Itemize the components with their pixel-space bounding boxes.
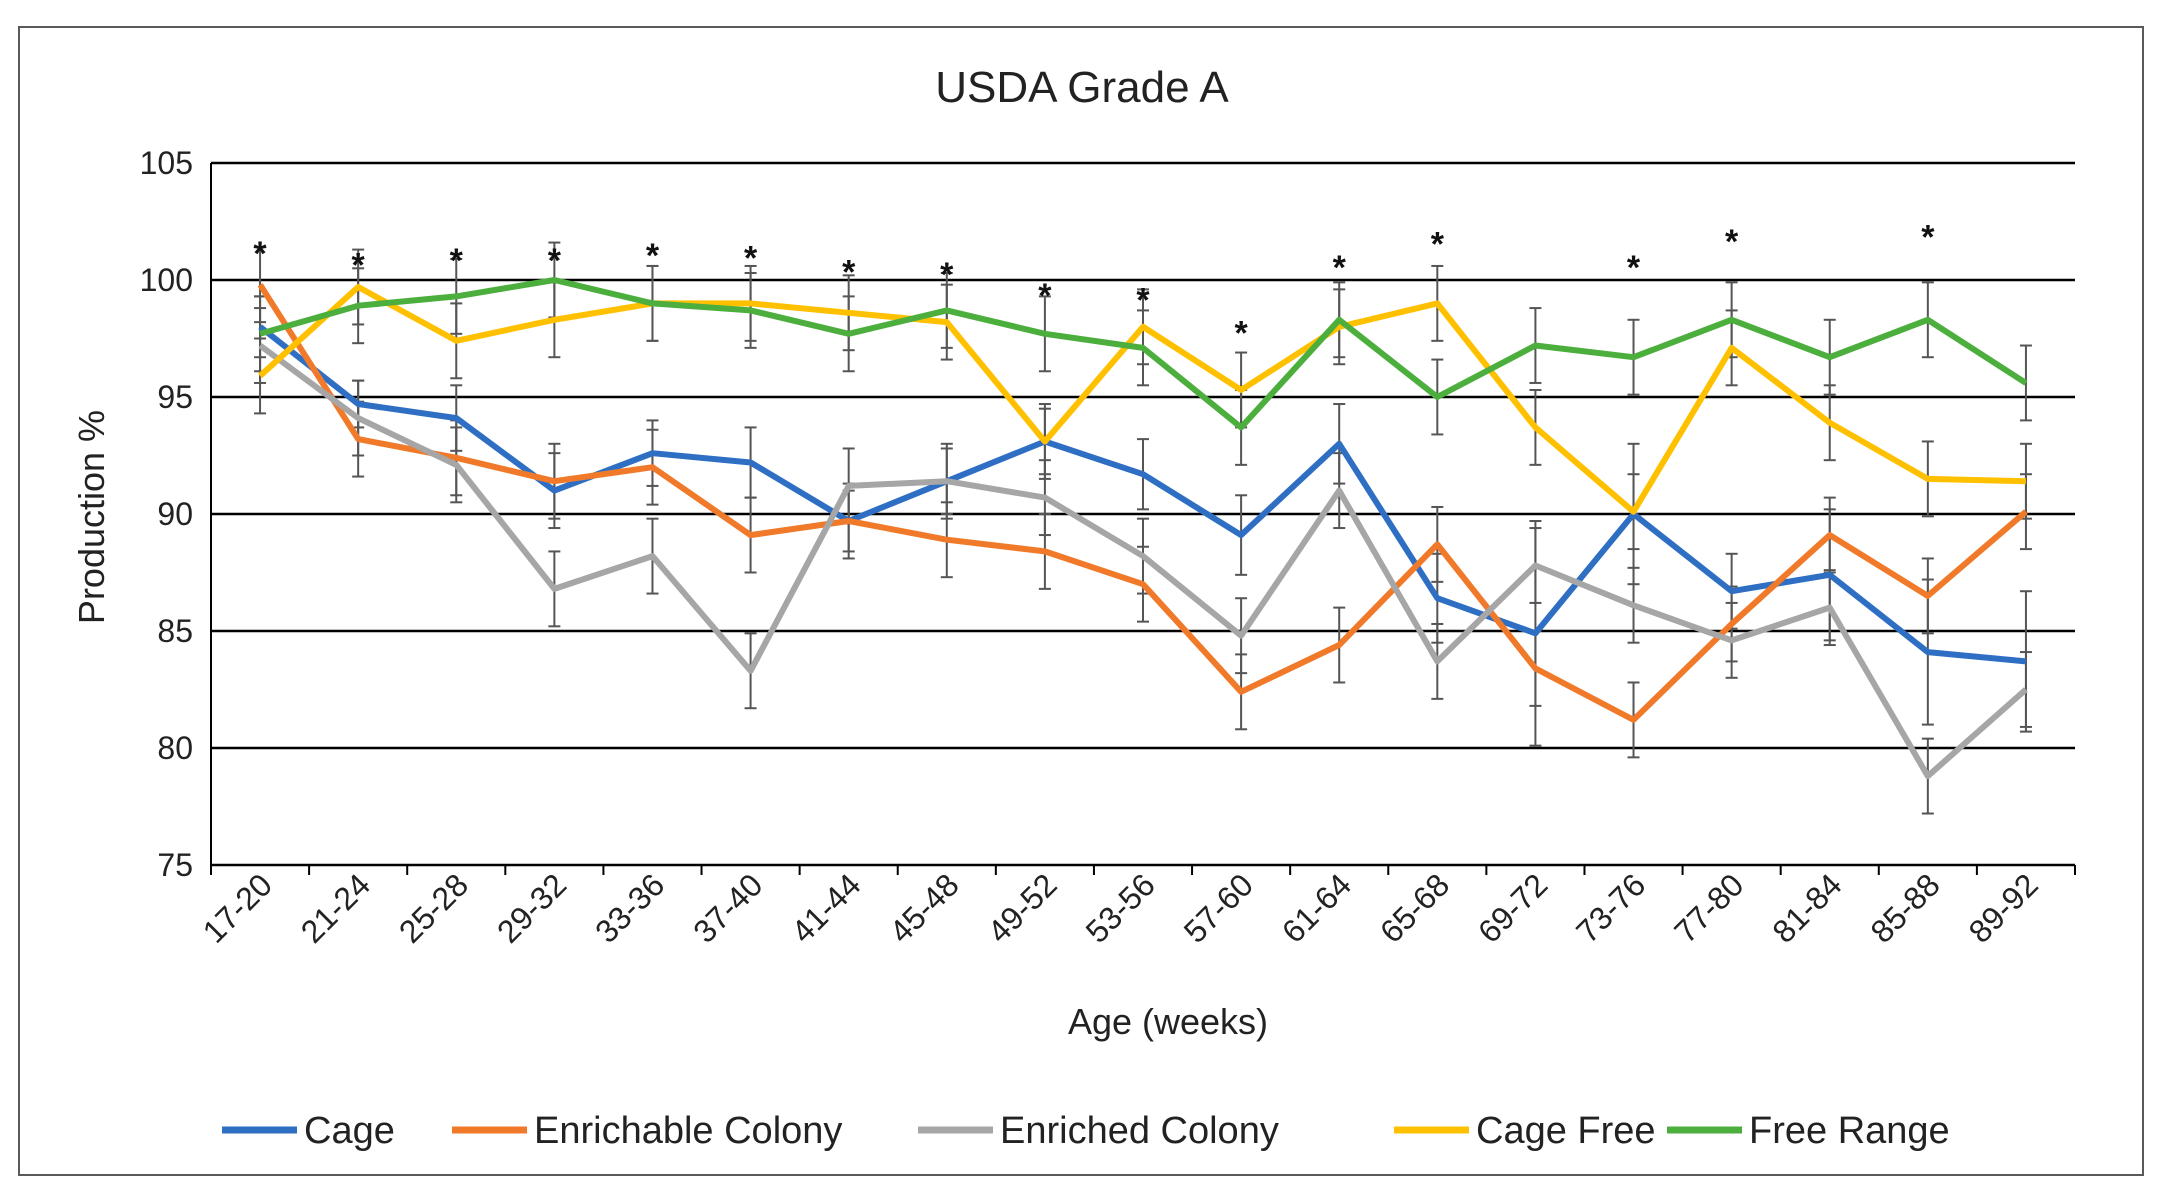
- series-line-cage: [258, 324, 2027, 665]
- y-tick-label: 100: [140, 262, 193, 298]
- x-tick-label: 29-32: [490, 866, 573, 949]
- x-tick-label: 57-60: [1177, 866, 1260, 949]
- significance-star: *: [646, 237, 660, 275]
- significance-star: *: [352, 247, 366, 285]
- x-axis-ticks: 17-20 21-24 25-28 29-32 33-36 37-40 41-44 45-48…: [196, 865, 2076, 950]
- x-tick-label: 21-24: [294, 866, 377, 949]
- x-tick-label: 41-44: [784, 866, 867, 949]
- x-tick-label: 25-28: [392, 866, 475, 949]
- legend-label-cage-free: Cage Free: [1476, 1110, 1656, 1152]
- significance-star: *: [1234, 314, 1248, 352]
- significance-star: *: [1921, 219, 1935, 257]
- gridlines: [210, 161, 2075, 867]
- x-tick-label: 61-64: [1275, 866, 1358, 949]
- significance-star: *: [253, 235, 267, 273]
- series-line-cage-free: [258, 284, 2026, 515]
- x-axis-title: Age (weeks): [1068, 1001, 1268, 1042]
- significance-star: *: [1038, 277, 1052, 315]
- x-tick-label: 49-52: [981, 866, 1064, 949]
- y-tick-label: 85: [157, 613, 193, 649]
- x-tick-label: 73-76: [1569, 866, 1652, 949]
- legend-label-enriched-colony: Enriched Colony: [1000, 1110, 1279, 1152]
- series-line-enrichable-colony: [257, 283, 2028, 723]
- chart-title: USDA Grade A: [935, 63, 1229, 112]
- significance-star: *: [548, 242, 562, 280]
- significance-star: *: [1431, 226, 1445, 264]
- series-lines: [257, 277, 2028, 780]
- significance-star: *: [1725, 223, 1739, 261]
- y-tick-label: 95: [157, 379, 193, 415]
- y-axis-ticks: 75 80 85 90 95 100 105: [140, 145, 193, 883]
- legend-label-enrichable-colony: Enrichable Colony: [534, 1110, 842, 1152]
- x-tick-label: 53-56: [1079, 866, 1162, 949]
- x-tick-label: 17-20: [196, 866, 279, 949]
- y-axis-title: Production %: [71, 410, 112, 624]
- chart-frame: [18, 26, 2144, 1176]
- x-tick-label: 89-92: [1962, 866, 2045, 949]
- y-tick-label: 105: [140, 145, 193, 181]
- y-tick-label: 80: [157, 730, 193, 766]
- legend: Cage Enrichable Colony Enriched Colony Cage…: [222, 1110, 1950, 1152]
- legend-label-cage: Cage: [304, 1110, 395, 1152]
- x-tick-label: 77-80: [1667, 866, 1750, 949]
- y-tick-label: 90: [157, 496, 193, 532]
- significance-star: *: [1333, 249, 1347, 287]
- x-tick-label: 37-40: [686, 866, 769, 949]
- series-line-free-range: [259, 277, 2028, 431]
- significance-star: *: [842, 254, 856, 292]
- significance-star: *: [744, 240, 758, 278]
- significance-star: *: [450, 242, 464, 280]
- legend-label-free-range: Free Range: [1749, 1110, 1950, 1152]
- series-line-enriched-colony: [258, 343, 2028, 780]
- x-tick-label: 69-72: [1471, 866, 1554, 949]
- significance-star: *: [940, 256, 954, 294]
- significance-star: *: [1136, 282, 1150, 320]
- x-tick-label: 85-88: [1863, 866, 1946, 949]
- significance-star: *: [1627, 249, 1641, 287]
- y-tick-label: 75: [157, 847, 193, 883]
- x-tick-label: 65-68: [1373, 866, 1456, 949]
- x-tick-label: 45-48: [882, 866, 965, 949]
- x-tick-label: 81-84: [1765, 866, 1848, 949]
- x-tick-label: 33-36: [588, 866, 671, 949]
- significance-markers: * * * * * * * * * * * * * * * *: [253, 219, 1935, 353]
